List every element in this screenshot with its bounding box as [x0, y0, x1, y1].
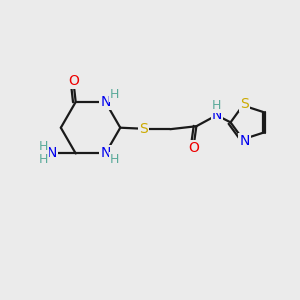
Text: N: N — [239, 134, 250, 148]
Text: N: N — [100, 95, 111, 109]
Text: H: H — [110, 154, 120, 166]
Text: S: S — [139, 122, 148, 136]
Text: S: S — [240, 97, 249, 111]
Text: H: H — [38, 140, 48, 153]
Text: N: N — [212, 108, 222, 122]
Text: H: H — [212, 99, 221, 112]
Text: H: H — [38, 154, 48, 166]
Text: N: N — [100, 146, 111, 161]
Text: H: H — [110, 88, 120, 101]
Text: O: O — [188, 141, 199, 154]
Text: O: O — [68, 74, 79, 88]
Text: N: N — [46, 146, 56, 161]
